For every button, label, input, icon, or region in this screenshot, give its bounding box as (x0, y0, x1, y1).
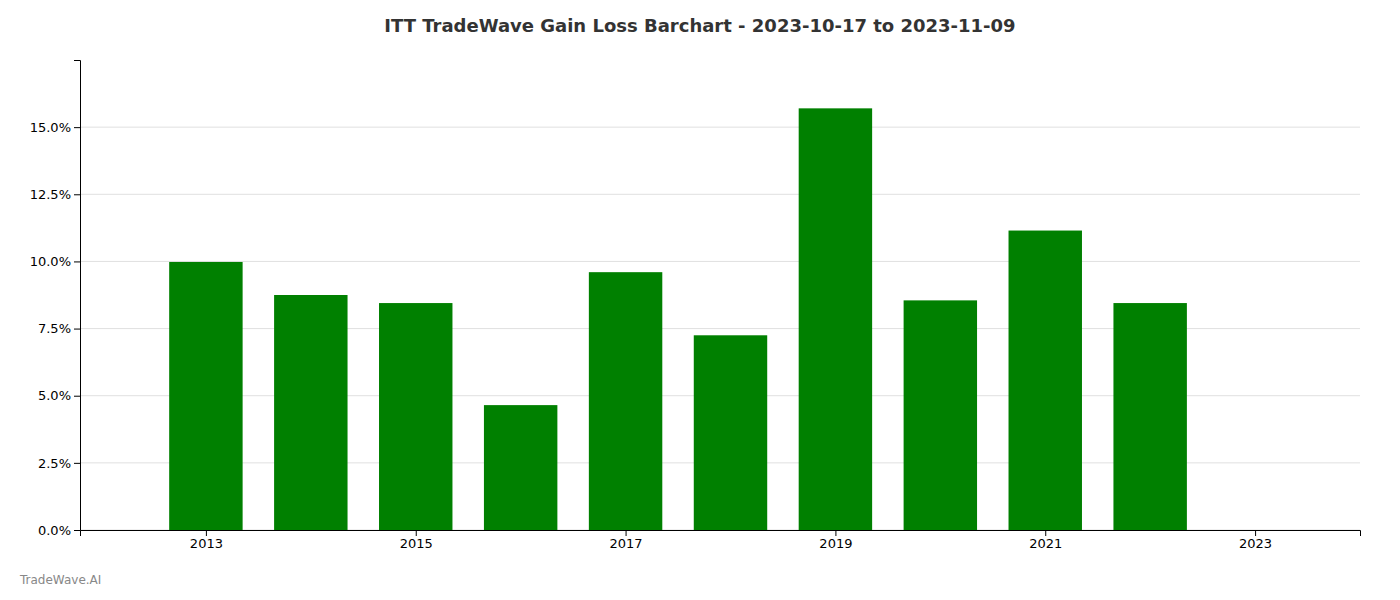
x-tick-mark (206, 530, 207, 536)
y-tick-label: 7.5% (38, 321, 71, 336)
y-tick-mark (74, 463, 80, 464)
x-tick-label: 2013 (190, 536, 223, 551)
y-tick: 7.5% (38, 321, 80, 336)
x-tick-label: 2017 (610, 536, 643, 551)
y-tick-label: 10.0% (30, 254, 71, 269)
y-tick: 5.0% (38, 388, 80, 403)
x-tick-label: 2021 (1029, 536, 1062, 551)
x-tick-label: 2019 (819, 536, 852, 551)
y-tick-mark (74, 261, 80, 262)
y-tick: 10.0% (30, 254, 80, 269)
bar (484, 405, 557, 530)
grid-line (80, 261, 1360, 262)
x-axis: 2013 2015 2017 2019 2021 2023 (81, 530, 1361, 551)
x-tick-label: 2015 (400, 536, 433, 551)
y-tick-label: 2.5% (38, 456, 71, 471)
bar (589, 272, 662, 530)
x-axis-line (81, 531, 1361, 537)
y-tick-mark (74, 127, 80, 128)
x-tick-mark (835, 530, 836, 536)
bars (169, 108, 1187, 530)
y-tick-label: 0.0% (38, 523, 71, 538)
y-tick: 12.5% (30, 187, 80, 202)
bar (274, 295, 347, 530)
chart: 2013 2015 2017 2019 2021 2023 0.0% 2.5% 5.0% 7.5%… (0, 0, 1400, 600)
annotation: TradeWave.AI (19, 573, 101, 587)
y-axis-line (74, 61, 81, 531)
y-tick-mark (74, 396, 80, 397)
y-tick-mark (74, 329, 80, 330)
y-tick-mark (74, 530, 80, 531)
x-tick-label: 2023 (1239, 536, 1272, 551)
x-tick: 2021 (1029, 530, 1062, 551)
y-axis: 0.0% 2.5% 5.0% 7.5% 10.0% 12.5% 15.0% (30, 61, 81, 538)
y-tick-label: 5.0% (38, 388, 71, 403)
x-tick-mark (626, 530, 627, 536)
y-tick: 15.0% (30, 120, 80, 135)
x-tick-mark (416, 530, 417, 536)
grid-line (80, 127, 1360, 128)
y-tick-mark (74, 194, 80, 195)
plot: 2013 2015 2017 2019 2021 2023 0.0% 2.5% 5.0% 7.5%… (30, 61, 1361, 552)
bar (1113, 303, 1186, 530)
x-tick-mark (1045, 530, 1046, 536)
x-tick: 2017 (610, 530, 643, 551)
grid (80, 127, 1360, 530)
y-tick: 0.0% (38, 523, 80, 538)
bar (694, 335, 767, 530)
bar (379, 303, 452, 530)
x-tick: 2019 (819, 530, 852, 551)
y-tick: 2.5% (38, 456, 80, 471)
bar (904, 300, 977, 530)
x-tick: 2013 (190, 530, 223, 551)
title: ITT TradeWave Gain Loss Barchart - 2023-… (384, 15, 1015, 36)
x-tick: 2015 (400, 530, 433, 551)
bar (1009, 231, 1082, 530)
y-tick-label: 15.0% (30, 120, 71, 135)
x-tick: 2023 (1239, 530, 1272, 551)
bar (169, 262, 242, 530)
bar (799, 108, 872, 530)
grid-line (80, 194, 1360, 195)
y-tick-label: 12.5% (30, 187, 71, 202)
x-tick-mark (1255, 530, 1256, 536)
